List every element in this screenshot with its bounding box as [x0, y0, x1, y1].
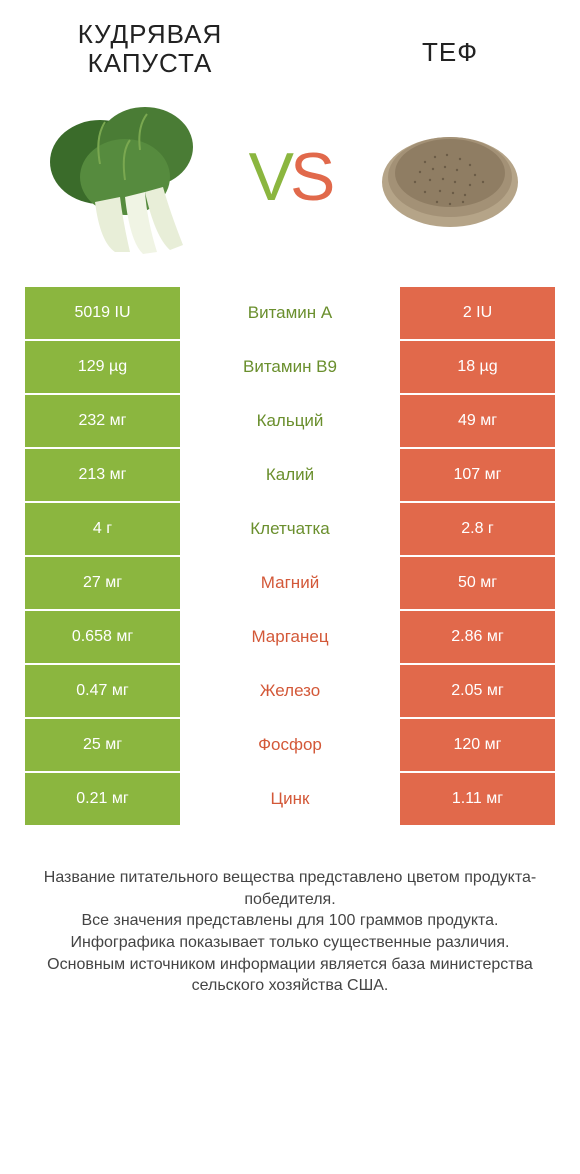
cell-label: Калий [180, 449, 400, 501]
title-left: КУДРЯВАЯ КАПУСТА [40, 20, 260, 77]
header: КУДРЯВАЯ КАПУСТА ТЕФ [0, 0, 580, 77]
cell-right: 2.05 мг [400, 665, 555, 717]
vs-v: V [249, 139, 290, 215]
cell-label: Витамин B9 [180, 341, 400, 393]
cell-label: Фосфор [180, 719, 400, 771]
cell-left: 25 мг [25, 719, 180, 771]
table-row: 4 гКлетчатка2.8 г [25, 503, 555, 555]
cell-left: 0.47 мг [25, 665, 180, 717]
cell-right: 120 мг [400, 719, 555, 771]
cell-right: 107 мг [400, 449, 555, 501]
table-row: 25 мгФосфор120 мг [25, 719, 555, 771]
cell-label: Марганец [180, 611, 400, 663]
cell-left: 0.658 мг [25, 611, 180, 663]
cell-left: 27 мг [25, 557, 180, 609]
footnote-4: Основным источником информации является … [30, 954, 550, 997]
footnotes: Название питательного вещества представл… [0, 827, 580, 997]
teff-icon [375, 117, 525, 237]
cell-left: 5019 IU [25, 287, 180, 339]
teff-image [360, 87, 540, 267]
cell-right: 2.8 г [400, 503, 555, 555]
cell-right: 18 µg [400, 341, 555, 393]
cell-label: Железо [180, 665, 400, 717]
cell-label: Клетчатка [180, 503, 400, 555]
cell-right: 49 мг [400, 395, 555, 447]
table-row: 5019 IUВитамин A2 IU [25, 287, 555, 339]
footnote-1: Название питательного вещества представл… [30, 867, 550, 910]
cell-label: Цинк [180, 773, 400, 825]
vs-s: S [290, 139, 331, 215]
table-row: 129 µgВитамин B918 µg [25, 341, 555, 393]
table-row: 213 мгКалий107 мг [25, 449, 555, 501]
comparison-table: 5019 IUВитамин A2 IU129 µgВитамин B918 µ… [0, 287, 580, 825]
vs-label: VS [249, 138, 332, 216]
cell-left: 4 г [25, 503, 180, 555]
cell-label: Магний [180, 557, 400, 609]
kale-icon [45, 92, 215, 262]
cell-left: 0.21 мг [25, 773, 180, 825]
cell-left: 232 мг [25, 395, 180, 447]
table-row: 0.658 мгМарганец2.86 мг [25, 611, 555, 663]
cell-right: 1.11 мг [400, 773, 555, 825]
title-right: ТЕФ [360, 20, 540, 67]
footnote-2: Все значения представлены для 100 граммо… [30, 910, 550, 932]
cell-right: 2 IU [400, 287, 555, 339]
cell-label: Витамин A [180, 287, 400, 339]
kale-image [40, 87, 220, 267]
images-row: VS [0, 77, 580, 287]
table-row: 232 мгКальций49 мг [25, 395, 555, 447]
table-row: 0.21 мгЦинк1.11 мг [25, 773, 555, 825]
table-row: 0.47 мгЖелезо2.05 мг [25, 665, 555, 717]
cell-right: 2.86 мг [400, 611, 555, 663]
table-row: 27 мгМагний50 мг [25, 557, 555, 609]
cell-right: 50 мг [400, 557, 555, 609]
cell-left: 213 мг [25, 449, 180, 501]
cell-left: 129 µg [25, 341, 180, 393]
footnote-3: Инфографика показывает только существенн… [30, 932, 550, 954]
cell-label: Кальций [180, 395, 400, 447]
